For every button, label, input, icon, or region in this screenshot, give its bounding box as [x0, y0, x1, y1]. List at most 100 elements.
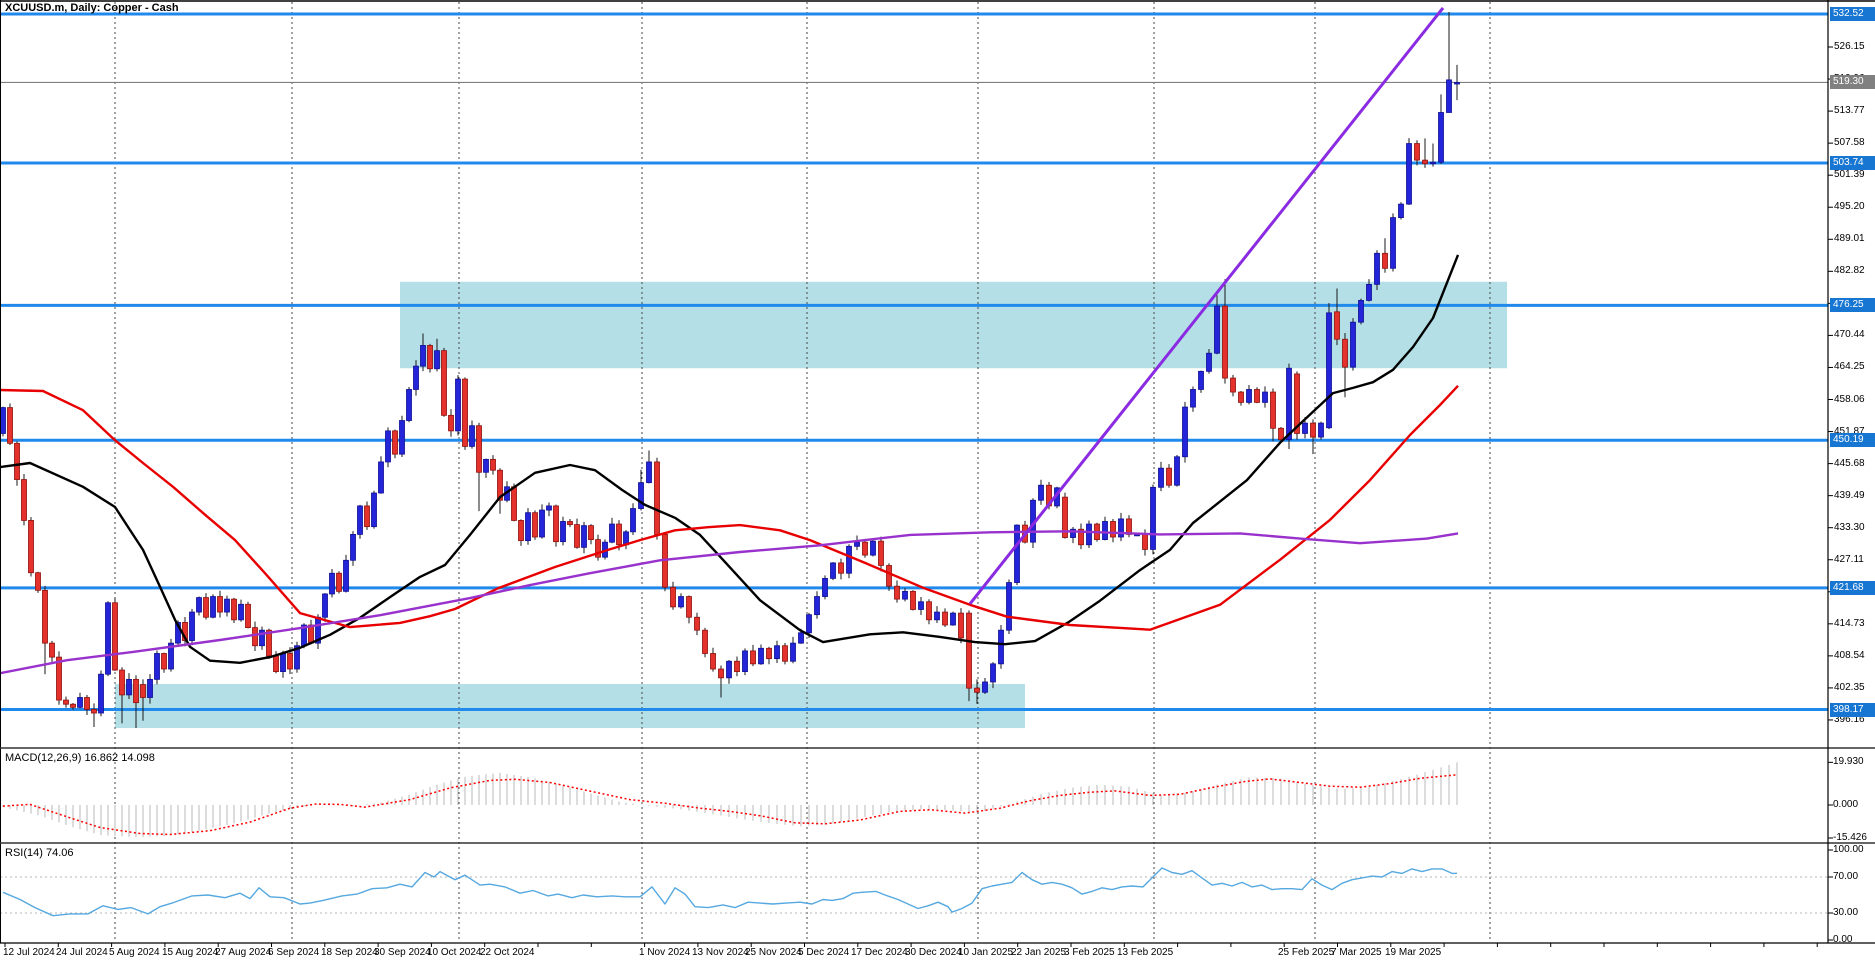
candle-body — [966, 612, 972, 689]
candle-body — [399, 420, 405, 455]
candle-body — [982, 681, 988, 693]
candle-body — [798, 632, 804, 644]
candle-body — [1086, 523, 1092, 546]
price-tick-label: 482.82 — [1834, 265, 1865, 277]
candle-body — [378, 461, 384, 494]
candle-body — [670, 586, 676, 608]
date-label: 19 Mar 2025 — [1385, 947, 1442, 958]
price-tick-label: 414.73 — [1834, 617, 1865, 629]
candle-body — [280, 653, 286, 673]
candle-body — [1262, 391, 1268, 403]
candle-body — [1070, 528, 1076, 538]
candle-body — [147, 678, 153, 698]
candle-body — [574, 524, 580, 548]
candle-body — [567, 521, 573, 525]
candle-body — [918, 601, 924, 610]
candle-body — [830, 562, 836, 579]
price-tick-label: 513.77 — [1834, 105, 1865, 117]
candle-body — [1438, 112, 1444, 163]
price-tick-label: 402.35 — [1834, 681, 1865, 693]
candle-body — [838, 562, 844, 574]
candle-body — [1102, 521, 1108, 540]
candle-body — [1286, 367, 1292, 441]
date-label: 10 Jan 2025 — [958, 947, 1014, 958]
candle-body — [364, 505, 370, 528]
price-tick-label: 427.11 — [1834, 553, 1864, 565]
candle-body — [646, 461, 652, 484]
macd-signal-value: 14.098 — [121, 752, 155, 764]
candle-body — [21, 479, 27, 521]
candle-body — [385, 430, 391, 463]
candle-body — [322, 593, 328, 618]
candle-body — [1246, 389, 1252, 403]
candle-body — [553, 505, 559, 543]
candle-body — [1454, 82, 1460, 85]
candle-body — [854, 541, 860, 547]
candle-body — [189, 611, 195, 641]
candle-body — [654, 461, 660, 535]
candle-body — [870, 540, 876, 556]
candle-body — [1422, 159, 1428, 165]
candle-body — [638, 482, 644, 509]
rsi-scale-label: 100.00 — [1833, 844, 1864, 855]
candle-body — [1174, 456, 1180, 486]
macd-signal-line — [2, 774, 1458, 836]
sr-price-label: 503.74 — [1830, 156, 1875, 171]
candle-body — [886, 565, 892, 587]
candle-body — [7, 407, 13, 444]
candle-body — [434, 350, 440, 370]
candle-body — [950, 612, 956, 626]
candle-body — [0, 407, 6, 434]
candle-body — [1390, 217, 1396, 269]
candle-body — [1342, 338, 1348, 368]
candle-body — [1398, 203, 1404, 218]
date-label: 30 Sep 2024 — [374, 947, 431, 958]
candle-body — [525, 512, 531, 542]
price-tick-label: 445.68 — [1834, 457, 1865, 469]
candle-body — [1374, 252, 1380, 285]
candle-body — [814, 596, 820, 616]
candle-body — [902, 590, 908, 600]
candle-body — [490, 458, 496, 471]
date-label: 27 Aug 2024 — [215, 947, 272, 958]
candle-body — [70, 703, 76, 708]
price-tick-label: 495.20 — [1834, 201, 1865, 213]
candle-body — [1278, 427, 1284, 441]
candle-body — [287, 653, 293, 670]
price-tick-label: 408.54 — [1834, 649, 1865, 661]
candle-body — [1382, 252, 1388, 269]
candle-body — [133, 678, 139, 704]
candle-body — [710, 653, 716, 670]
candle-body — [1254, 389, 1260, 403]
candle-body — [476, 425, 482, 473]
candle-body — [245, 603, 251, 629]
candle-body — [196, 597, 202, 613]
candle-body — [1222, 305, 1228, 379]
candle-body — [934, 611, 940, 621]
candle-body — [926, 601, 932, 621]
candle-body — [252, 627, 258, 647]
chart-title: XCUUSD.m, Daily: Copper - Cash — [5, 2, 179, 14]
candle-body — [1238, 391, 1244, 403]
candle-body — [469, 425, 475, 447]
candle-body — [91, 708, 97, 714]
candle-body — [224, 598, 230, 613]
candle-body — [998, 629, 1004, 665]
candle-body — [942, 611, 948, 626]
date-label: 17 Dec 2024 — [851, 947, 908, 958]
candle-body — [990, 663, 996, 683]
candle-body — [1182, 406, 1188, 458]
price-tick-label: 526.15 — [1834, 41, 1865, 52]
candle-body — [1326, 312, 1332, 429]
price-tick-label: 396.16 — [1834, 713, 1865, 725]
candle-body — [455, 378, 461, 432]
candle-body — [1110, 521, 1116, 538]
candle-body — [161, 653, 167, 670]
candle-body — [462, 378, 468, 447]
macd-name: MACD(12,26,9) — [5, 752, 82, 764]
candle-body — [581, 525, 587, 548]
candle-body — [259, 629, 265, 647]
price-tick-label: 489.01 — [1834, 233, 1865, 245]
candle-body — [1206, 352, 1212, 372]
